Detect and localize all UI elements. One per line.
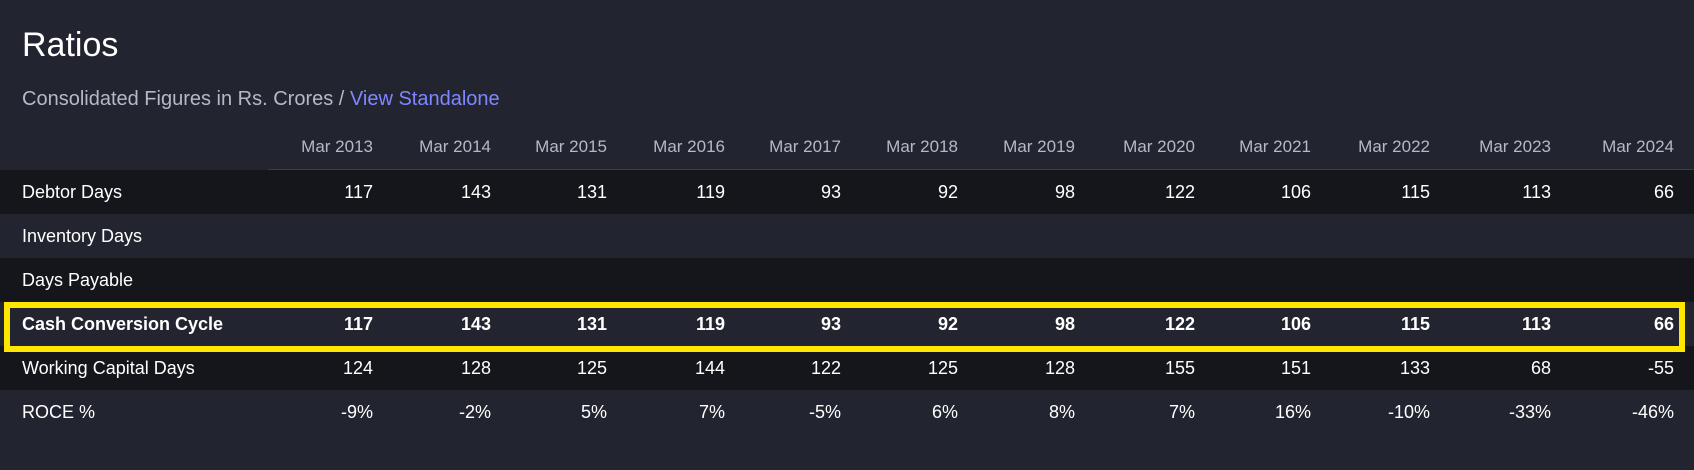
table-cell: 144 xyxy=(694,357,725,378)
row-label: Inventory Days xyxy=(22,225,143,246)
table-cell: 117 xyxy=(343,313,373,334)
row-label: Cash Conversion Cycle xyxy=(22,313,224,334)
subtitle-text: Consolidated Figures in Rs. Crores xyxy=(22,88,334,110)
column-header: Mar 2024 xyxy=(1602,137,1674,156)
header-label-cell xyxy=(0,147,268,148)
column-header: Mar 2016 xyxy=(653,137,725,156)
table-cell: 122 xyxy=(1164,181,1195,202)
table-cell: 7% xyxy=(1168,401,1195,422)
table-cell: -46% xyxy=(1631,401,1674,422)
table-cell: 143 xyxy=(460,181,491,202)
table-cell: -33% xyxy=(1508,401,1551,422)
table-row: ROCE % -9% -2% 5% 7% -5% 6% 8% 7% 16% -10% -33% -46% xyxy=(0,390,1694,434)
table-header-row: Mar 2013 Mar 2014 Mar 2015 Mar 2016 Mar 2017… xyxy=(0,124,1694,170)
table-cell: 122 xyxy=(1164,313,1195,334)
column-header: Mar 2019 xyxy=(1003,137,1075,156)
row-cells: 117 143 131 119 93 92 98 122 106 115 113 66 xyxy=(268,314,1694,335)
view-standalone-link[interactable]: View Standalone xyxy=(349,88,500,110)
section-title: Ratios xyxy=(22,26,119,64)
row-label: ROCE % xyxy=(22,401,96,422)
table-body: Debtor Days 117 143 131 119 93 92 98 122 106 115 11… xyxy=(0,170,1694,434)
row-label: Working Capital Days xyxy=(22,357,195,378)
table-cell: 151 xyxy=(1280,357,1311,378)
table-cell: 6% xyxy=(931,401,958,422)
table-cell: 66 xyxy=(1653,181,1674,202)
row-label: Days Payable xyxy=(22,269,134,290)
table-cell: 115 xyxy=(1400,313,1430,334)
table-cell: -5% xyxy=(808,401,841,422)
table-cell: 106 xyxy=(1280,313,1311,334)
column-header: Mar 2020 xyxy=(1123,137,1195,156)
table-row: Cash Conversion Cycle 117 143 131 119 93 92 98 1… xyxy=(0,302,1694,346)
table-cell: -9% xyxy=(340,401,373,422)
table-cell: -2% xyxy=(458,401,491,422)
table-cell: 93 xyxy=(820,181,841,202)
table-cell: 125 xyxy=(927,357,958,378)
table-row: Working Capital Days 124 128 125 144 122 125 12… xyxy=(0,346,1694,390)
column-header: Mar 2023 xyxy=(1479,137,1551,156)
row-cells: -9% -2% 5% 7% -5% 6% 8% 7% 16% -10% -33% -46% xyxy=(268,402,1694,423)
column-header: Mar 2021 xyxy=(1239,137,1311,156)
table-row: Days Payable xyxy=(0,258,1694,302)
table-cell: 115 xyxy=(1401,181,1430,202)
ratios-table: Mar 2013 Mar 2014 Mar 2015 Mar 2016 Mar 2017… xyxy=(0,124,1694,434)
header-divider xyxy=(268,169,1694,170)
column-header: Mar 2022 xyxy=(1358,137,1430,156)
row-cells: 117 143 131 119 93 92 98 122 106 115 113 66 xyxy=(268,182,1694,203)
column-header: Mar 2017 xyxy=(769,137,841,156)
table-cell: 143 xyxy=(460,313,491,334)
table-cell: 8% xyxy=(1048,401,1075,422)
table-cell: 5% xyxy=(580,401,607,422)
table-row: Debtor Days 117 143 131 119 93 92 98 122 106 115 11… xyxy=(0,170,1694,214)
table-cell: 131 xyxy=(576,181,607,202)
table-cell: 98 xyxy=(1054,181,1075,202)
table-cell: 131 xyxy=(576,313,607,334)
row-cells: 124 128 125 144 122 125 128 155 151 133 68 -55 xyxy=(268,358,1694,379)
table-cell: 113 xyxy=(1521,313,1551,334)
column-header: Mar 2013 xyxy=(301,137,373,156)
table-row: Inventory Days xyxy=(0,214,1694,258)
table-cell: 124 xyxy=(342,357,373,378)
table-cell: 68 xyxy=(1530,357,1551,378)
column-header: Mar 2018 xyxy=(886,137,958,156)
table-cell: 93 xyxy=(820,313,841,334)
table-cell: 128 xyxy=(460,357,491,378)
table-cell: 119 xyxy=(695,313,725,334)
table-cell: 92 xyxy=(937,313,958,334)
table-cell: 133 xyxy=(1399,357,1430,378)
row-label: Debtor Days xyxy=(22,181,123,202)
table-cell: 128 xyxy=(1044,357,1075,378)
table-cell: 106 xyxy=(1280,181,1311,202)
table-cell: -55 xyxy=(1647,357,1674,378)
table-cell: 122 xyxy=(810,357,841,378)
table-cell: 92 xyxy=(937,181,958,202)
table-cell: 155 xyxy=(1164,357,1195,378)
section-subtitle: Consolidated Figures in Rs. Crores / Vie… xyxy=(22,86,500,112)
subtitle-separator: / xyxy=(333,88,350,110)
table-cell: 113 xyxy=(1522,181,1551,202)
table-cell: 119 xyxy=(696,181,725,202)
table-cell: 16% xyxy=(1274,401,1311,422)
column-header: Mar 2014 xyxy=(419,137,491,156)
table-cell: 117 xyxy=(344,181,373,202)
column-header: Mar 2015 xyxy=(535,137,607,156)
table-cell: 66 xyxy=(1653,313,1674,334)
table-cell: 98 xyxy=(1054,313,1075,334)
table-cell: 7% xyxy=(698,401,725,422)
header-cells: Mar 2013 Mar 2014 Mar 2015 Mar 2016 Mar 2017… xyxy=(268,137,1694,157)
table-cell: 125 xyxy=(576,357,607,378)
table-cell: -10% xyxy=(1387,401,1430,422)
